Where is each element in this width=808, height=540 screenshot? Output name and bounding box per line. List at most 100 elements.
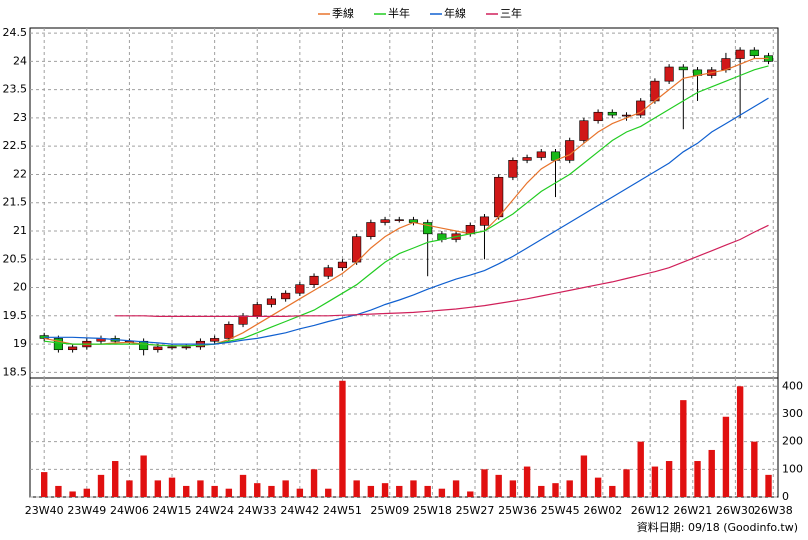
- candle-body: [664, 66, 674, 82]
- volume-bar: [552, 483, 559, 497]
- x-tick-label: 26W12: [631, 504, 670, 517]
- volume-bar: [566, 480, 573, 497]
- y-tick-label: 21.5: [3, 196, 28, 209]
- candle-body: [465, 225, 475, 235]
- y2-tick-label: 0: [782, 490, 789, 503]
- ma-line: [115, 224, 769, 317]
- volume-bar: [353, 480, 360, 497]
- volume-bar: [112, 461, 119, 497]
- candle-body: [621, 114, 632, 117]
- x-tick-label: 25W09: [370, 504, 409, 517]
- candle-body: [522, 157, 532, 161]
- y-tick-label: 23: [13, 111, 27, 124]
- volume-bar: [410, 480, 417, 497]
- x-tick-label: 24W15: [153, 504, 192, 517]
- volume-bar: [722, 416, 730, 497]
- legend-label: 年線: [444, 6, 466, 20]
- volume-bar: [467, 491, 474, 497]
- volume-bar: [211, 485, 218, 497]
- volume-bar: [381, 483, 389, 497]
- y-tick-label: 20: [13, 281, 27, 294]
- volume-bar: [396, 485, 403, 497]
- y-tick-label: 22: [13, 167, 27, 180]
- x-tick-label: 26W21: [673, 504, 712, 517]
- volume-bar: [694, 461, 701, 497]
- x-tick-label: 25W36: [498, 504, 537, 517]
- volume-bar: [225, 488, 233, 497]
- y-tick-label: 19: [13, 337, 27, 350]
- y-tick-label: 20.5: [3, 252, 28, 265]
- volume-bar: [623, 469, 630, 497]
- candle-body: [238, 315, 248, 325]
- candle-body: [380, 219, 390, 223]
- volume-bar: [637, 441, 644, 497]
- volume-bar: [69, 491, 76, 497]
- volume-bar: [83, 488, 91, 497]
- candle-body: [749, 49, 759, 57]
- candle-body: [423, 222, 433, 235]
- candle-body: [735, 49, 745, 59]
- x-tick-label: 26W38: [754, 504, 793, 517]
- volume-bar: [481, 469, 488, 497]
- volume-bar: [268, 485, 275, 497]
- candle-body: [181, 346, 191, 349]
- candle-body: [210, 338, 220, 342]
- legend-label: 季線: [332, 6, 354, 20]
- volume-bar: [126, 480, 133, 497]
- volume-bar: [751, 441, 758, 497]
- volume-bar: [367, 485, 375, 497]
- volume-bar: [708, 449, 715, 497]
- volume-bar: [183, 485, 190, 497]
- volume-bar: [765, 474, 772, 497]
- y-tick-label: 24.5: [3, 26, 28, 39]
- candle-body: [479, 216, 490, 226]
- candle-body: [252, 304, 262, 317]
- candle-body: [366, 222, 376, 237]
- volume-bar: [239, 474, 247, 497]
- x-tick-label: 24W24: [195, 504, 234, 517]
- y-tick-label: 24: [13, 54, 27, 67]
- candle-body: [678, 66, 688, 71]
- y-tick-label: 19.5: [3, 309, 28, 322]
- candle-body: [53, 338, 63, 351]
- candle-body: [295, 284, 305, 294]
- volume-bar: [55, 485, 62, 497]
- volume-bar: [282, 480, 289, 497]
- volume-bar: [197, 480, 204, 497]
- x-tick-label: 23W49: [67, 504, 106, 517]
- candle-body: [508, 160, 518, 178]
- legend-label: 三年: [500, 6, 522, 20]
- volume-bar: [609, 485, 616, 497]
- volume-bar: [594, 477, 602, 497]
- candle-body: [68, 346, 78, 351]
- volume-bar: [168, 477, 176, 497]
- candle-body: [636, 100, 646, 116]
- volume-bar: [665, 461, 673, 497]
- plot-frame: [29, 27, 779, 498]
- candle-body: [579, 120, 589, 141]
- volume-bar: [580, 455, 588, 497]
- x-tick-label: 24W42: [280, 504, 319, 517]
- ma-line: [44, 97, 769, 345]
- x-tick-label: 24W06: [110, 504, 149, 517]
- volume-bar: [310, 469, 318, 497]
- volume-bar: [452, 480, 460, 497]
- x-tick-label: 24W33: [238, 504, 277, 517]
- candle-body: [394, 219, 404, 221]
- volume-bar: [41, 472, 48, 497]
- y-tick-label: 21: [13, 224, 27, 237]
- x-tick-label: 24W51: [323, 504, 362, 517]
- volume-bar: [154, 480, 162, 497]
- y2-tick-label: 300: [782, 407, 803, 420]
- volume-bar: [424, 485, 431, 497]
- x-tick-label: 26W02: [583, 504, 622, 517]
- x-tick-label: 23W40: [25, 504, 64, 517]
- candle-body: [494, 176, 504, 218]
- y-tick-label: 23.5: [3, 83, 28, 96]
- volume-bar: [523, 466, 531, 497]
- volume-bar: [325, 488, 332, 497]
- candle-body: [266, 298, 277, 305]
- y-tick-label: 18.5: [3, 365, 28, 378]
